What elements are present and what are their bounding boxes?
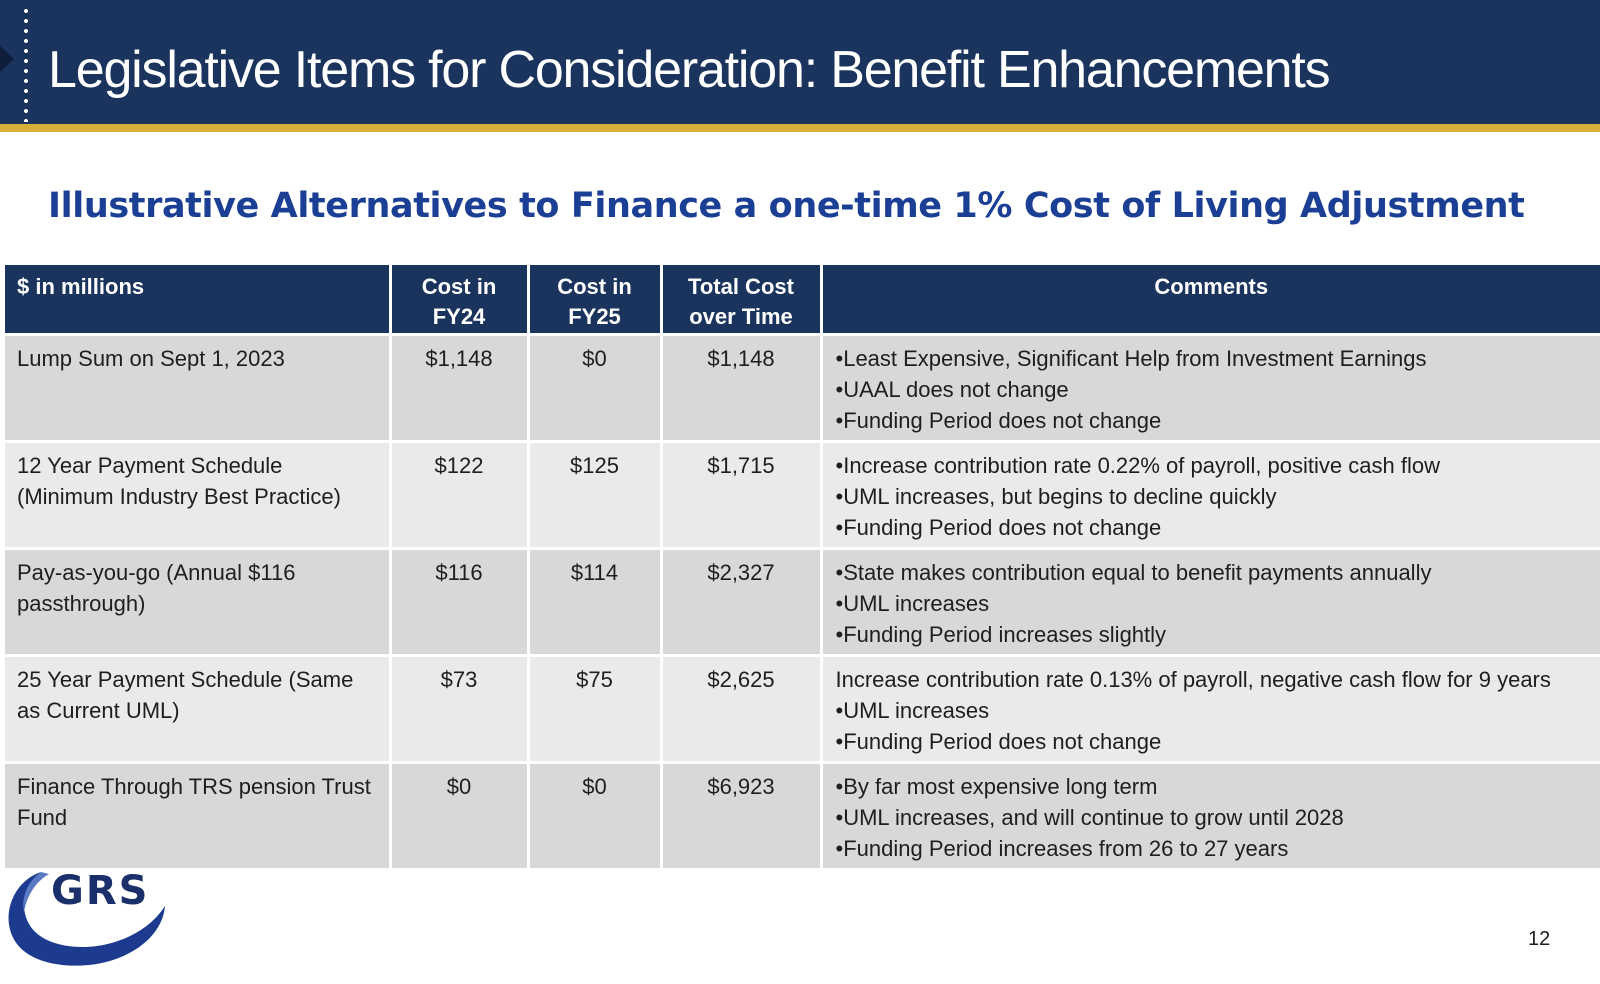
alternative-cell: Finance Through TRS pension Trust Fund xyxy=(5,762,390,871)
alternative-cell: Pay-as-you-go (Annual $116 passthrough) xyxy=(5,548,390,657)
column-header-total-cost: Total Cost over Time xyxy=(659,265,821,336)
table-row: Finance Through TRS pension Trust Fund $… xyxy=(5,762,1600,871)
table-row: Lump Sum on Sept 1, 2023 $1,148 $0 $1,14… xyxy=(5,334,1600,443)
alternative-cell: Lump Sum on Sept 1, 2023 xyxy=(5,334,390,443)
page-title: Legislative Items for Consideration: Ben… xyxy=(48,41,1331,99)
page-number: 12 xyxy=(1528,928,1551,950)
total-cost-cell: $6,923 xyxy=(659,762,821,871)
column-header-cost-fy25: Cost in FY25 xyxy=(526,265,661,336)
cost-fy25-cell: $0 xyxy=(526,762,661,871)
comment-line: •State makes contribution equal to benef… xyxy=(835,560,1432,585)
alternatives-table: $ in millions Cost in FY24 Cost in FY25 To… xyxy=(5,265,1600,871)
comment-line: Increase contribution rate 0.13% of payr… xyxy=(835,667,1551,692)
comment-line: •UAAL does not change xyxy=(835,377,1069,402)
cost-fy24-cell: $0 xyxy=(388,762,528,871)
comment-line: •Least Expensive, Significant Help from … xyxy=(835,346,1427,371)
title-dotted-divider xyxy=(24,6,28,122)
comments-cell: •By far most expensive long term •UML in… xyxy=(819,762,1600,871)
table-row: 12 Year Payment Schedule (Minimum Indust… xyxy=(5,441,1600,550)
total-cost-cell: $1,715 xyxy=(659,441,821,550)
comment-line: •Funding Period does not change xyxy=(835,408,1162,433)
total-cost-cell: $2,625 xyxy=(659,655,821,764)
comments-cell: •State makes contribution equal to benef… xyxy=(819,548,1600,657)
logo-swoosh-highlight xyxy=(23,872,49,912)
comment-line: •Funding Period does not change xyxy=(835,515,1162,540)
comment-line: •UML increases xyxy=(835,698,990,723)
cost-fy25-cell: $125 xyxy=(526,441,661,550)
comment-line: •By far most expensive long term xyxy=(835,774,1158,799)
table-header-row: $ in millions Cost in FY24 Cost in FY25 To… xyxy=(5,265,1600,336)
cost-fy25-cell: $0 xyxy=(526,334,661,443)
alternative-cell: 12 Year Payment Schedule (Minimum Indust… xyxy=(5,441,390,550)
alternative-cell: 25 Year Payment Schedule (Same as Curren… xyxy=(5,655,390,764)
comment-line: •UML increases, and will continue to gro… xyxy=(835,805,1344,830)
comments-cell: •Least Expensive, Significant Help from … xyxy=(819,334,1600,443)
column-header-units: $ in millions xyxy=(5,265,390,336)
title-marker-arrow-icon xyxy=(0,46,14,72)
cost-fy24-cell: $122 xyxy=(388,441,528,550)
comments-cell: •Increase contribution rate 0.22% of pay… xyxy=(819,441,1600,550)
slide-subtitle: Illustrative Alternatives to Finance a o… xyxy=(48,186,1525,226)
total-cost-cell: $1,148 xyxy=(659,334,821,443)
cost-fy25-cell: $75 xyxy=(526,655,661,764)
comment-line: •UML increases xyxy=(835,591,990,616)
comment-line: •UML increases, but begins to decline qu… xyxy=(835,484,1277,509)
comment-line: •Funding Period increases slightly xyxy=(835,622,1167,647)
comment-line: •Increase contribution rate 0.22% of pay… xyxy=(835,453,1440,478)
cost-fy25-cell: $114 xyxy=(526,548,661,657)
column-header-comments: Comments xyxy=(819,265,1600,336)
title-bar-gold-rule xyxy=(0,124,1600,132)
title-bar xyxy=(0,0,1600,124)
table-row: Pay-as-you-go (Annual $116 passthrough) … xyxy=(5,548,1600,657)
comments-cell: Increase contribution rate 0.13% of payr… xyxy=(819,655,1600,764)
cost-fy24-cell: $1,148 xyxy=(388,334,528,443)
logo-wordmark: GRS xyxy=(51,868,149,914)
grs-logo: GRS xyxy=(8,868,166,966)
column-header-cost-fy24: Cost in FY24 xyxy=(388,265,528,336)
comment-line: •Funding Period increases from 26 to 27 … xyxy=(835,836,1289,861)
table-row: 25 Year Payment Schedule (Same as Curren… xyxy=(5,655,1600,764)
total-cost-cell: $2,327 xyxy=(659,548,821,657)
logo-swoosh-shape xyxy=(8,872,166,966)
cost-fy24-cell: $73 xyxy=(388,655,528,764)
comment-line: •Funding Period does not change xyxy=(835,729,1162,754)
cost-fy24-cell: $116 xyxy=(388,548,528,657)
